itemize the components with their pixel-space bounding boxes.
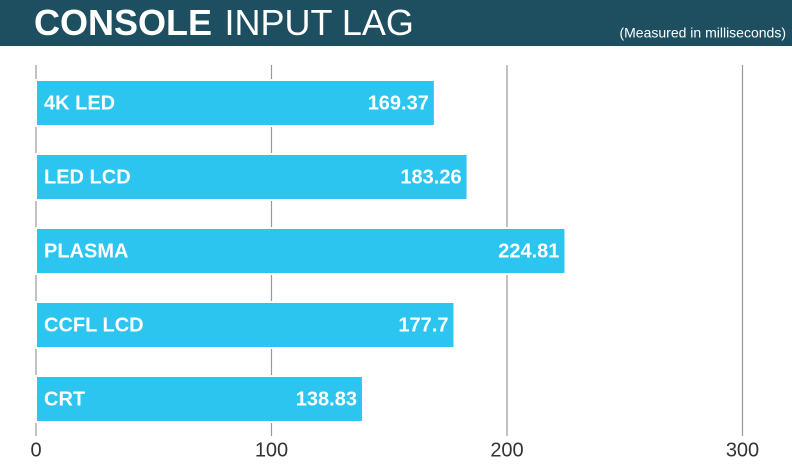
category-label: CRT (44, 388, 85, 410)
x-tick-label: 100 (255, 439, 288, 461)
header-band (0, 0, 792, 46)
bar (35, 375, 364, 423)
value-label: 183.26 (400, 166, 461, 188)
chart-subtitle: (Measured in milliseconds) (619, 25, 786, 41)
bar (35, 301, 456, 349)
x-tick-label: 0 (30, 439, 41, 461)
bar (35, 79, 436, 127)
category-label: PLASMA (44, 240, 128, 262)
category-label: LED LCD (44, 166, 131, 188)
value-label: 169.37 (368, 92, 429, 114)
value-label: 224.81 (498, 240, 559, 262)
bar (35, 227, 567, 275)
title-bold: CONSOLE (34, 2, 212, 43)
category-label: 4K LED (44, 92, 115, 114)
category-label: CCFL LCD (44, 314, 144, 336)
x-tick-label: 300 (726, 439, 759, 461)
chart-title: CONSOLE INPUT LAG (34, 2, 414, 43)
value-label: 177.7 (398, 314, 448, 336)
bar (35, 153, 469, 201)
value-label: 138.83 (296, 388, 357, 410)
x-tick-label: 200 (490, 439, 523, 461)
title-light: INPUT LAG (224, 2, 413, 43)
